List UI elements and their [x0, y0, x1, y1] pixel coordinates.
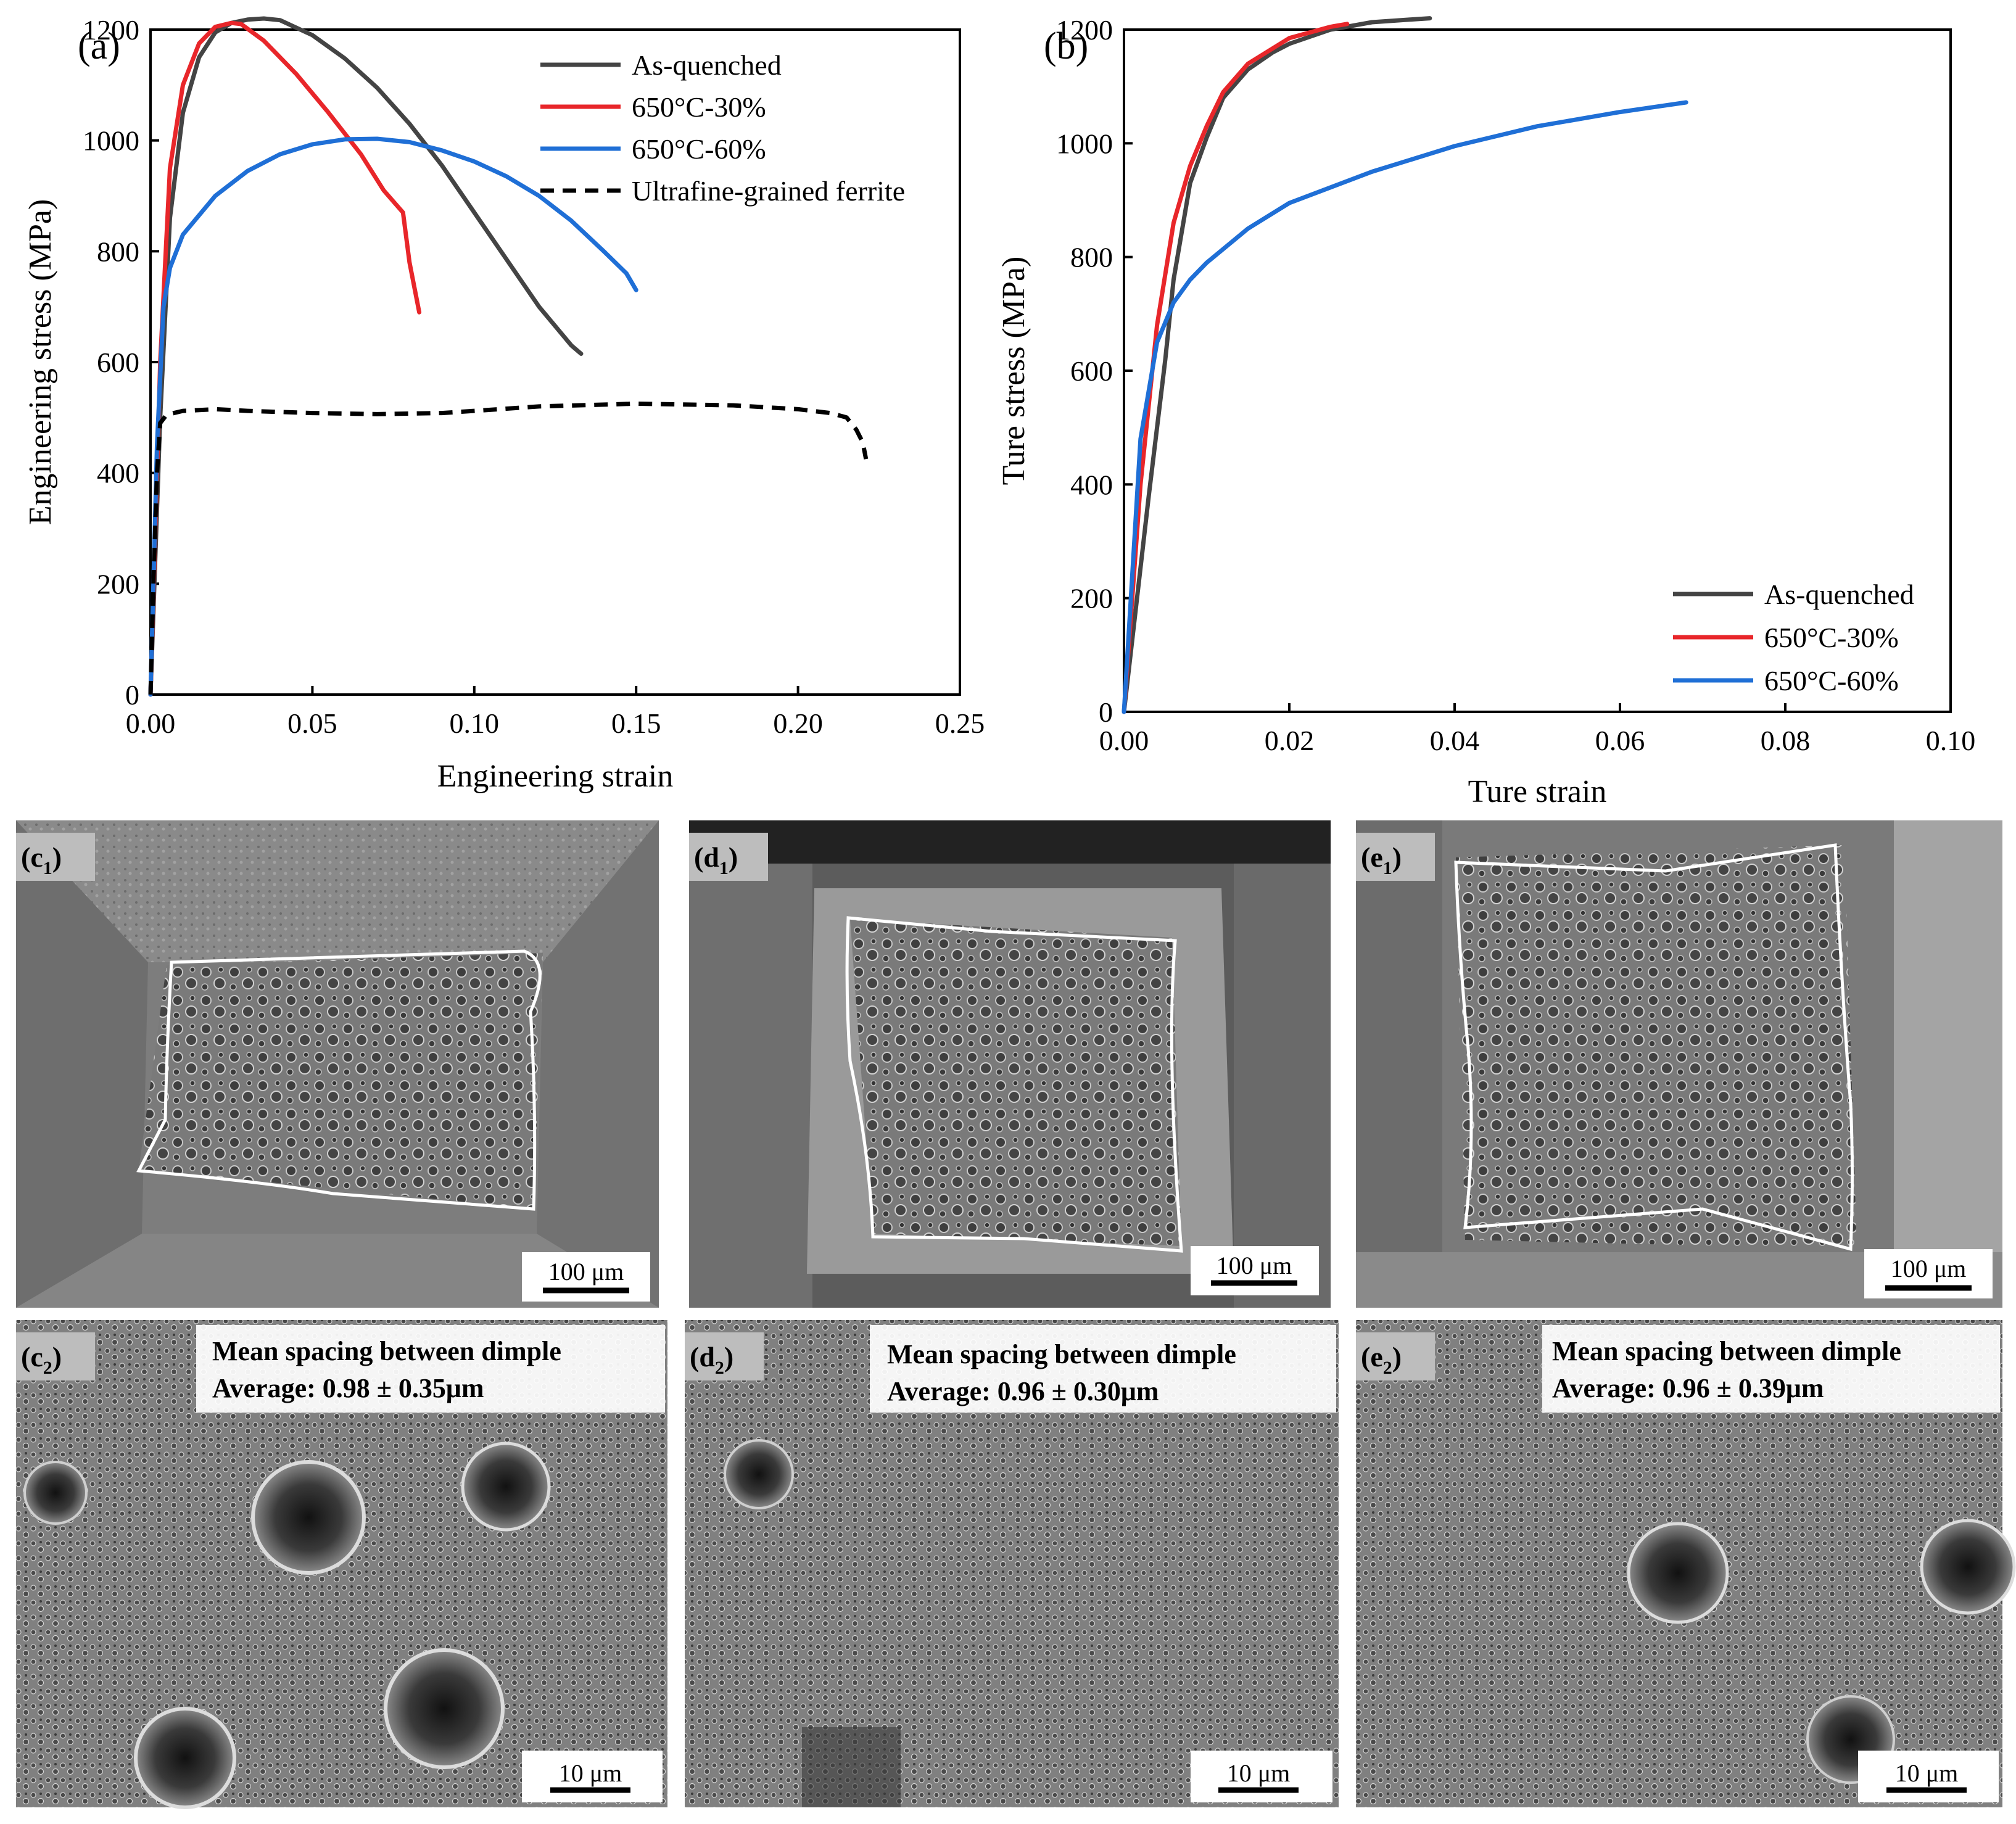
- y-tick-label: 200: [1070, 583, 1113, 614]
- scale-bar-d2: 10 μm: [1227, 1759, 1291, 1787]
- panel-sub-c2: 2: [43, 1358, 52, 1378]
- caption-title-e2: Mean spacing between dimple: [1552, 1336, 1901, 1366]
- series-lines-a: [148, 16, 869, 697]
- y-tick-label: 400: [97, 458, 139, 489]
- legend-label: 650°C-60%: [1764, 665, 1899, 696]
- scale-bar-d1: 100 μm: [1217, 1252, 1292, 1279]
- legend-label: 650°C-30%: [1764, 622, 1899, 653]
- panel-sub-e1: 1: [1383, 858, 1392, 878]
- series-line-as-quenched: [148, 16, 584, 697]
- svg-text:(c1): (c1): [21, 841, 62, 878]
- x-axis-label-a: Engineering strain: [437, 759, 674, 794]
- scale-bar-e1: 100 μm: [1891, 1255, 1967, 1282]
- y-tick-label: 200: [97, 568, 139, 600]
- x-tick-label: 0.15: [611, 708, 661, 739]
- panel-label-b: (b): [1044, 25, 1088, 67]
- legend-b: As-quenched 650°C-30% 650°C-60%: [1673, 579, 1914, 696]
- y-tick-label: 600: [1070, 355, 1113, 387]
- micrograph-c2: (c2) Mean spacing between dimple Average…: [16, 1320, 667, 1809]
- scale-bar-e2: 10 μm: [1895, 1759, 1959, 1787]
- panel-label-a: (a): [78, 25, 120, 67]
- y-tick-label: 400: [1070, 469, 1113, 500]
- series-line-650-c-60-: [1122, 100, 1688, 714]
- svg-text:(e1): (e1): [1361, 841, 1402, 878]
- x-tick-label: 0.04: [1430, 725, 1480, 756]
- legend-a: As-quenched 650°C-30% 650°C-60% Ultrafine-g…: [540, 49, 905, 207]
- legend-label: As-quenched: [1764, 579, 1914, 610]
- panel-sub-e2: 2: [1383, 1358, 1392, 1378]
- caption-title-c2: Mean spacing between dimple: [212, 1336, 561, 1366]
- caption-average-d2: Average: 0.96 ± 0.30μm: [887, 1376, 1159, 1406]
- x-axis-ticks-a: 0.00 0.05 0.10 0.15 0.20 0.25: [126, 686, 985, 739]
- micrograph-d1: (d1) 100 μm: [689, 820, 1331, 1308]
- y-tick-label: 0: [1099, 696, 1113, 728]
- y-tick-label: 0: [125, 679, 139, 711]
- caption-average-e2: Average: 0.96 ± 0.39μm: [1552, 1373, 1824, 1403]
- series-line-650-c-60-: [148, 136, 638, 697]
- y-tick-label: 800: [1070, 242, 1113, 273]
- x-axis-ticks-b: 0.00 0.02 0.04 0.06 0.08 0.10: [1099, 703, 1976, 756]
- micrograph-c1: (c1) 100 μm: [16, 820, 659, 1308]
- series-line-ultrafine-grained-ferrite: [148, 401, 869, 695]
- panel-label-e1: (e: [1361, 841, 1383, 873]
- micrograph-d2: (d2) Mean spacing between dimple Average…: [685, 1320, 1339, 1807]
- scale-bar-c1: 100 μm: [548, 1258, 624, 1285]
- y-axis-ticks-a: 0 200 400 600 800 1000 1200: [83, 14, 159, 711]
- panel-label-c2: (c: [21, 1341, 43, 1372]
- fracture-outline-e1: [1454, 843, 1854, 1252]
- x-tick-label: 0.02: [1265, 725, 1315, 756]
- svg-text:(e2): (e2): [1361, 1341, 1402, 1378]
- panel-label-d2: (d: [690, 1341, 715, 1372]
- y-tick-label: 1200: [83, 14, 139, 46]
- svg-text:(d1): (d1): [694, 841, 738, 878]
- legend-label: Ultrafine-grained ferrite: [632, 175, 905, 207]
- x-tick-label: 0.00: [126, 708, 176, 739]
- y-tick-label: 600: [97, 347, 139, 378]
- x-tick-label: 0.10: [1926, 725, 1976, 756]
- y-tick-label: 800: [97, 236, 139, 267]
- x-tick-label: 0.10: [450, 708, 500, 739]
- panel-label-c1: (c: [21, 841, 43, 873]
- micrograph-e2: (e2) Mean spacing between dimple Average…: [1356, 1320, 2016, 1807]
- y-axis-label-a: Engineering stress (MPa): [23, 199, 58, 526]
- caption-title-d2: Mean spacing between dimple: [887, 1339, 1236, 1369]
- x-tick-label: 0.20: [773, 708, 823, 739]
- y-tick-label: 1200: [1056, 14, 1113, 46]
- series-lines-b: [1122, 16, 1688, 714]
- x-tick-label: 0.06: [1595, 725, 1645, 756]
- x-tick-label: 0.00: [1099, 725, 1149, 756]
- x-tick-label: 0.25: [935, 708, 985, 739]
- scale-bar-c2: 10 μm: [559, 1759, 622, 1787]
- legend-label: As-quenched: [632, 49, 782, 81]
- legend-label: 650°C-30%: [632, 91, 766, 123]
- y-tick-label: 1000: [1056, 128, 1113, 159]
- x-axis-label-b: Ture strain: [1468, 774, 1607, 809]
- series-line-650-c-30-: [148, 20, 422, 697]
- caption-average-c2: Average: 0.98 ± 0.35μm: [212, 1373, 484, 1403]
- fracture-outline-c1: [136, 949, 542, 1211]
- panel-label-e2: (e: [1361, 1341, 1383, 1372]
- x-tick-label: 0.08: [1761, 725, 1811, 756]
- y-axis-label-b: Ture stress (MPa): [996, 257, 1031, 485]
- svg-text:(d2): (d2): [690, 1341, 733, 1378]
- panel-sub-d2: 2: [715, 1358, 724, 1378]
- series-line-650-c-30-: [1122, 22, 1350, 714]
- panel-sub-d1: 1: [719, 858, 729, 878]
- panel-label-d1: (d: [694, 841, 719, 873]
- fracture-outline-d1: [845, 916, 1183, 1253]
- svg-text:(c2): (c2): [21, 1341, 62, 1378]
- y-axis-ticks-b: 0 200 400 600 800 1000 1200: [1056, 14, 1133, 728]
- legend-label: 650°C-60%: [632, 133, 766, 165]
- panel-sub-c1: 1: [43, 858, 52, 878]
- micrograph-e1: (e1) 100 μm: [1356, 820, 2002, 1308]
- y-tick-label: 1000: [83, 125, 139, 157]
- series-line-as-quenched: [1122, 16, 1432, 714]
- x-tick-label: 0.05: [287, 708, 337, 739]
- plot-frame-a: [149, 28, 961, 696]
